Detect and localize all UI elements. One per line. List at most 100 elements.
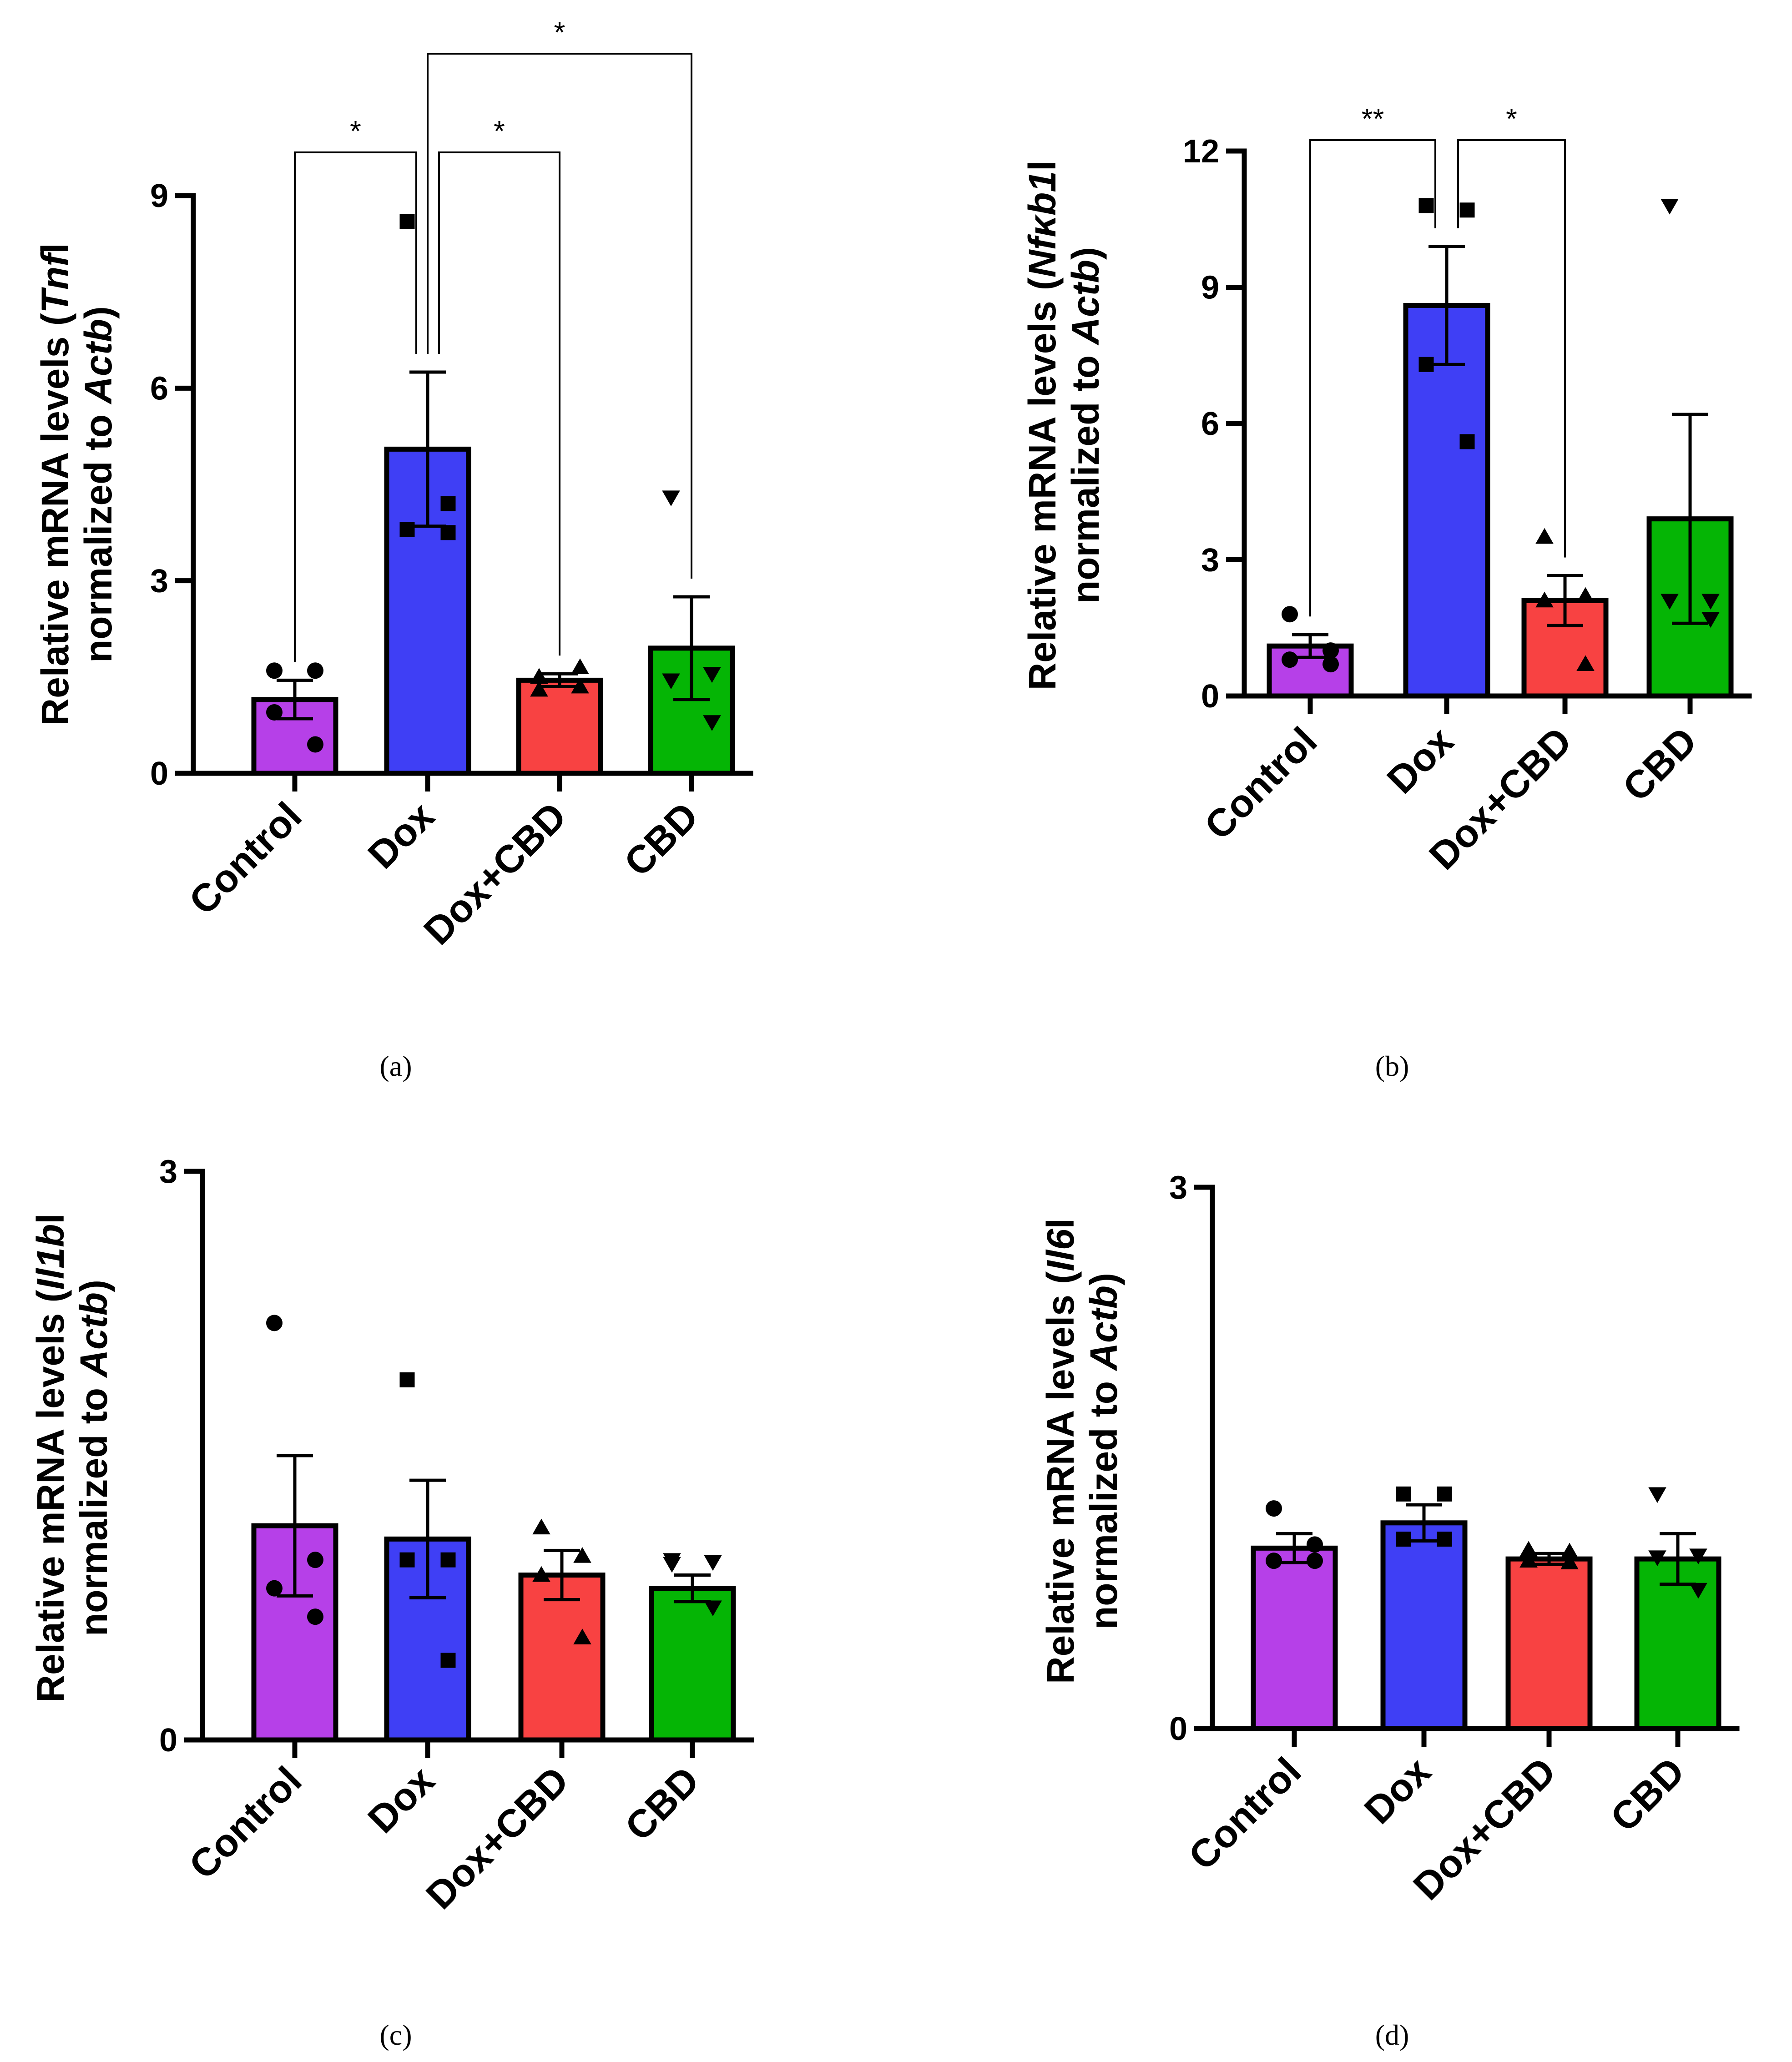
bar-control: [1251, 1545, 1338, 1731]
x-category-label: Dox: [1356, 1749, 1439, 1832]
y-tick-label: 3: [159, 1154, 177, 1190]
data-point: [704, 1600, 722, 1617]
data-point: [399, 522, 415, 537]
y-axis-label-gene: Nfκb1: [1021, 171, 1064, 277]
data-point: [1396, 1532, 1411, 1547]
data-point: [1519, 1552, 1538, 1568]
x-category-label: Dox+CBD: [418, 1759, 577, 1918]
data-point: [1459, 434, 1475, 449]
data-point: [1418, 198, 1434, 213]
significance-bracket: [1309, 139, 1436, 617]
y-tick-label: 6: [1201, 406, 1219, 442]
data-point: [532, 1566, 550, 1582]
data-point: [1560, 1543, 1579, 1559]
y-axis-label-text: Relative mRNA levels (: [1039, 1271, 1082, 1684]
y-tick-label: 0: [1169, 1711, 1187, 1747]
data-point: [399, 1552, 415, 1568]
y-axis-label-line1: Relative mRNA levels (Tnfl: [34, 243, 76, 726]
data-point: [1689, 1548, 1707, 1564]
y-axis-label-reference: Actb: [1082, 1286, 1125, 1371]
significance-label: **: [1362, 102, 1384, 135]
data-point: [662, 490, 680, 507]
y-tick-label: 0: [159, 1722, 177, 1759]
x-category-label: Control: [1196, 719, 1325, 848]
y-axis-label-line1: Relative mRNA levels (Nfκb1l: [1021, 161, 1064, 691]
significance-bracket: [438, 151, 560, 656]
data-point: [1661, 198, 1679, 215]
data-point: [1661, 594, 1679, 610]
data-point: [1535, 591, 1554, 608]
y-axis-label-text: normalized to: [1082, 1371, 1125, 1629]
data-point: [1323, 656, 1339, 673]
y-axis-label: Relative mRNA levels (Tnflnormalized to …: [34, 243, 120, 726]
data-point: [266, 662, 283, 679]
data-point: [662, 673, 680, 690]
y-axis-label-reference: Actb: [1064, 260, 1107, 346]
data-point: [1437, 1486, 1452, 1502]
bar-dox-cbd: [1505, 1556, 1593, 1731]
data-point: [571, 677, 589, 694]
significance-label: *: [350, 115, 361, 147]
data-point: [1323, 642, 1339, 659]
y-axis-label-text: l: [1021, 161, 1064, 171]
significance-bracket: [1457, 139, 1566, 558]
significance-label: *: [554, 16, 565, 49]
data-point: [440, 525, 456, 540]
data-point: [704, 1555, 722, 1571]
data-point: [703, 667, 721, 683]
y-axis-label: Relative mRNA levels (Il6lnormalized to …: [1039, 1218, 1125, 1684]
data-point: [307, 662, 323, 679]
y-axis-label-text: normalized to: [77, 404, 120, 663]
y-axis-label-line1: Relative mRNA levels (Il1bl: [29, 1213, 72, 1702]
y-tick-label: 3: [150, 563, 168, 600]
data-point: [1576, 587, 1595, 603]
y-tick-label: 0: [1201, 678, 1219, 715]
data-point: [530, 668, 548, 684]
y-tick-label: 9: [150, 178, 168, 214]
data-point: [1535, 528, 1554, 544]
data-point: [1648, 1487, 1666, 1503]
data-point: [440, 496, 456, 511]
x-category-label: CBD: [1615, 719, 1706, 810]
data-point: [663, 1557, 681, 1573]
y-axis-label-text: l: [34, 243, 76, 253]
y-axis-label-text: l: [29, 1213, 72, 1224]
x-category-label: Control: [1180, 1749, 1309, 1879]
panel-label: (d): [1375, 2019, 1409, 2051]
significance-bracket: [294, 151, 417, 662]
data-point: [573, 1628, 591, 1644]
x-category-label: Control: [181, 794, 310, 923]
data-point: [307, 736, 323, 753]
y-axis-label-text: ): [72, 1280, 115, 1292]
data-point: [1689, 1583, 1707, 1599]
y-axis-label-text: Relative mRNA levels (: [1021, 277, 1064, 690]
significance-label: *: [1506, 102, 1517, 135]
significance-bracket: [427, 53, 692, 579]
y-axis-label-text: l: [1039, 1218, 1082, 1229]
x-category-label: Control: [181, 1759, 310, 1888]
x-category-label: Dox: [1379, 719, 1462, 802]
y-tick-label: 12: [1183, 133, 1219, 170]
y-axis-label-line1: Relative mRNA levels (Il6l: [1039, 1218, 1082, 1684]
y-axis-label-reference: Actb: [72, 1292, 115, 1378]
data-point: [1307, 1553, 1323, 1569]
panel-label: (c): [379, 2019, 412, 2051]
data-point: [440, 1653, 456, 1668]
y-tick-label: 3: [1201, 542, 1219, 579]
data-point: [266, 704, 283, 721]
data-point: [1307, 1536, 1323, 1553]
x-category-label: CBD: [1602, 1749, 1693, 1840]
data-point: [1560, 1553, 1579, 1569]
data-point: [266, 1315, 283, 1331]
x-category-label: CBD: [617, 1759, 708, 1850]
y-tick-label: 0: [150, 756, 168, 792]
y-axis-label: Relative mRNA levels (Il1blnormalized to…: [29, 1213, 115, 1702]
x-category-label: Dox: [360, 1758, 443, 1841]
y-axis-label-text: Relative mRNA levels (: [34, 313, 76, 726]
y-axis-label-gene: Il6: [1039, 1228, 1082, 1271]
x-category-label: Dox+CBD: [415, 794, 575, 953]
